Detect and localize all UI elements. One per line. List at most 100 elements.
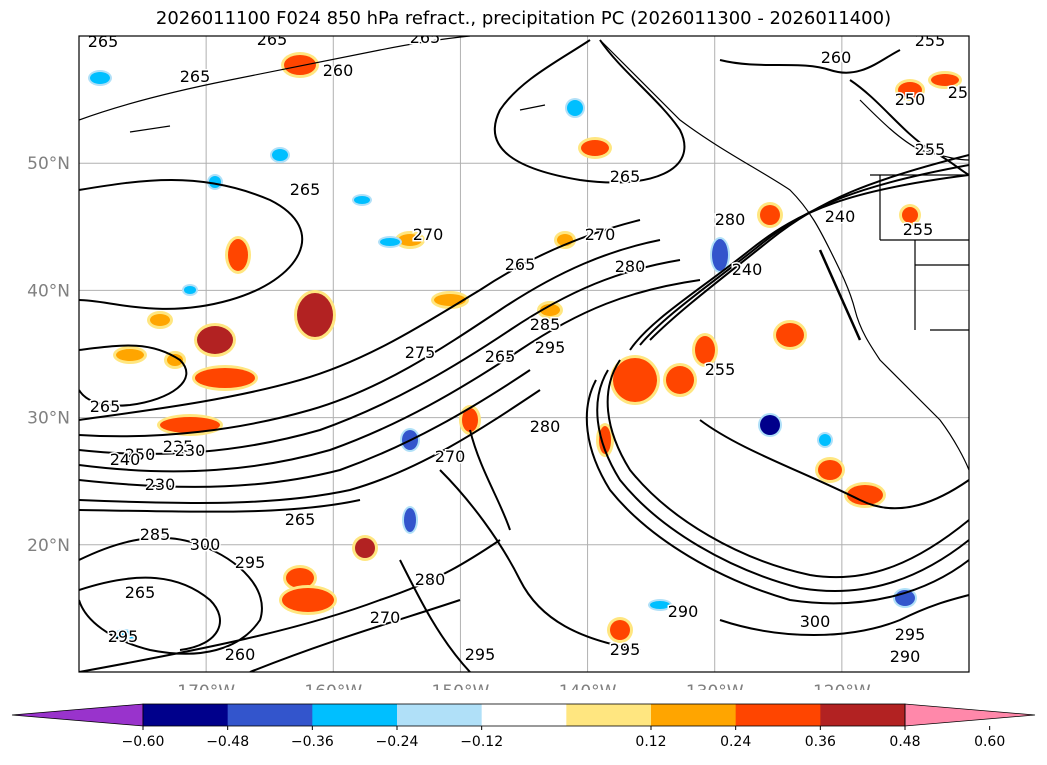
precip-region-positive bbox=[599, 426, 611, 454]
colorbar-tick-label: 0.12 bbox=[635, 734, 666, 750]
precip-region-positive bbox=[355, 538, 375, 558]
contour-label: 265 bbox=[505, 255, 536, 274]
precip-region-positive bbox=[286, 568, 314, 588]
contour-label: 290 bbox=[668, 602, 699, 621]
contour-label: 255 bbox=[948, 83, 979, 102]
contour-label: 270 bbox=[370, 608, 401, 627]
contour-label: 235 bbox=[163, 437, 194, 456]
colorbar-bin bbox=[735, 704, 821, 726]
precip-region-negative bbox=[272, 149, 288, 161]
colorbar-bin bbox=[820, 704, 906, 726]
map-frame bbox=[78, 35, 970, 673]
precip-region-negative bbox=[760, 415, 780, 435]
contour-label: 275 bbox=[405, 343, 436, 362]
precip-region-negative bbox=[354, 196, 370, 204]
precip-region-negative bbox=[404, 508, 416, 532]
precip-region-positive bbox=[818, 460, 842, 480]
precip-region-positive bbox=[228, 239, 248, 271]
precip-region-positive bbox=[760, 205, 780, 225]
contour-label: 280 bbox=[715, 210, 746, 229]
precip-region-positive bbox=[434, 294, 466, 306]
contour-label: 260 bbox=[821, 48, 852, 67]
contour-label: 265 bbox=[88, 32, 119, 51]
contour-label: 230 bbox=[175, 441, 206, 460]
refractivity-contours bbox=[79, 39, 969, 672]
contour-label: 250 bbox=[895, 90, 926, 109]
colorbar-bin bbox=[397, 704, 483, 726]
precip-region-negative bbox=[712, 239, 728, 271]
precip-region-positive bbox=[581, 140, 609, 156]
precip-region-negative bbox=[380, 238, 400, 246]
contour-label: 255 bbox=[915, 140, 946, 159]
map-plot: 265 265 265 265 260 255 260 255 250 255 265 265 270 2… bbox=[27, 28, 979, 690]
precip-region-positive bbox=[282, 588, 334, 612]
precip-region-positive bbox=[195, 368, 255, 388]
colorbar-tick-label: −0.24 bbox=[376, 734, 419, 750]
colorbar-tick-label: 0.36 bbox=[805, 734, 836, 750]
contour-label: 270 bbox=[435, 447, 466, 466]
contour-label: 295 bbox=[610, 640, 641, 659]
contour-label: 300 bbox=[800, 612, 831, 631]
colorbar-tick-label: −0.60 bbox=[122, 734, 165, 750]
contour-label: 285 bbox=[140, 525, 171, 544]
contour-label: 280 bbox=[415, 570, 446, 589]
lat-tick-label: 40°N bbox=[27, 281, 70, 301]
contour-label: 265 bbox=[180, 67, 211, 86]
precip-region-positive bbox=[695, 336, 715, 364]
precip-region-positive bbox=[613, 358, 657, 402]
contour-label: 270 bbox=[585, 225, 616, 244]
precip-region-positive bbox=[116, 349, 144, 361]
colorbar-tick-label: −0.36 bbox=[291, 734, 334, 750]
precip-region-positive bbox=[284, 55, 316, 75]
colorbar-tick-label: −0.12 bbox=[460, 734, 503, 750]
contour-label: 240 bbox=[732, 260, 763, 279]
map-background bbox=[79, 36, 969, 672]
contour-label: 230 bbox=[145, 475, 176, 494]
lat-tick-label: 20°N bbox=[27, 536, 70, 556]
contour-label: 265 bbox=[125, 583, 156, 602]
colorbar-tick-label: 0.24 bbox=[720, 734, 751, 750]
lon-tick-label: 140°W bbox=[559, 682, 617, 690]
precip-region-positive bbox=[398, 234, 422, 246]
contour-label: 265 bbox=[485, 347, 516, 366]
contour-label: 265 bbox=[410, 28, 441, 47]
contour-label: 295 bbox=[535, 338, 566, 357]
colorbar-bin bbox=[312, 704, 398, 726]
precip-region-positive bbox=[898, 82, 922, 98]
lat-tick-label: 30°N bbox=[27, 409, 70, 429]
contour-label: 280 bbox=[530, 417, 561, 436]
precip-region-negative bbox=[184, 286, 196, 294]
contour-label: 255 bbox=[915, 31, 946, 50]
lon-tick-label: 160°W bbox=[304, 682, 362, 690]
contour-label: 295 bbox=[465, 645, 496, 664]
contour-label: 250 bbox=[125, 445, 156, 464]
contour-label: 265 bbox=[610, 167, 641, 186]
precip-region-positive bbox=[931, 74, 959, 86]
contour-label: 295 bbox=[108, 627, 139, 646]
contour-label: 255 bbox=[903, 220, 934, 239]
precip-region-positive bbox=[610, 620, 630, 640]
contour-label: 265 bbox=[90, 397, 121, 416]
colorbar-bin bbox=[651, 704, 737, 726]
precip-region-positive bbox=[776, 323, 804, 347]
lon-tick-label: 130°W bbox=[686, 682, 744, 690]
contour-label: 260 bbox=[225, 645, 256, 664]
precip-region-positive bbox=[150, 314, 170, 326]
colorbar-extend-high bbox=[904, 703, 1036, 727]
colorbar-bin bbox=[143, 704, 229, 726]
contour-label: 265 bbox=[290, 180, 321, 199]
precip-region-positive bbox=[902, 207, 918, 223]
contour-label: 280 bbox=[615, 257, 646, 276]
precip-region-positive bbox=[462, 408, 478, 432]
contour-label: 285 bbox=[530, 315, 561, 334]
lon-tick-label: 150°W bbox=[432, 682, 490, 690]
precip-region-positive bbox=[160, 417, 220, 433]
contour-label: 295 bbox=[895, 625, 926, 644]
colorbar-tick-label: 0.48 bbox=[889, 734, 920, 750]
precip-region-negative bbox=[650, 601, 670, 609]
precipitation-shading bbox=[88, 52, 962, 643]
contour-label: 290 bbox=[890, 647, 921, 666]
precip-region-negative bbox=[115, 631, 135, 639]
coastline bbox=[79, 36, 969, 471]
colorbar-frame bbox=[142, 703, 906, 727]
